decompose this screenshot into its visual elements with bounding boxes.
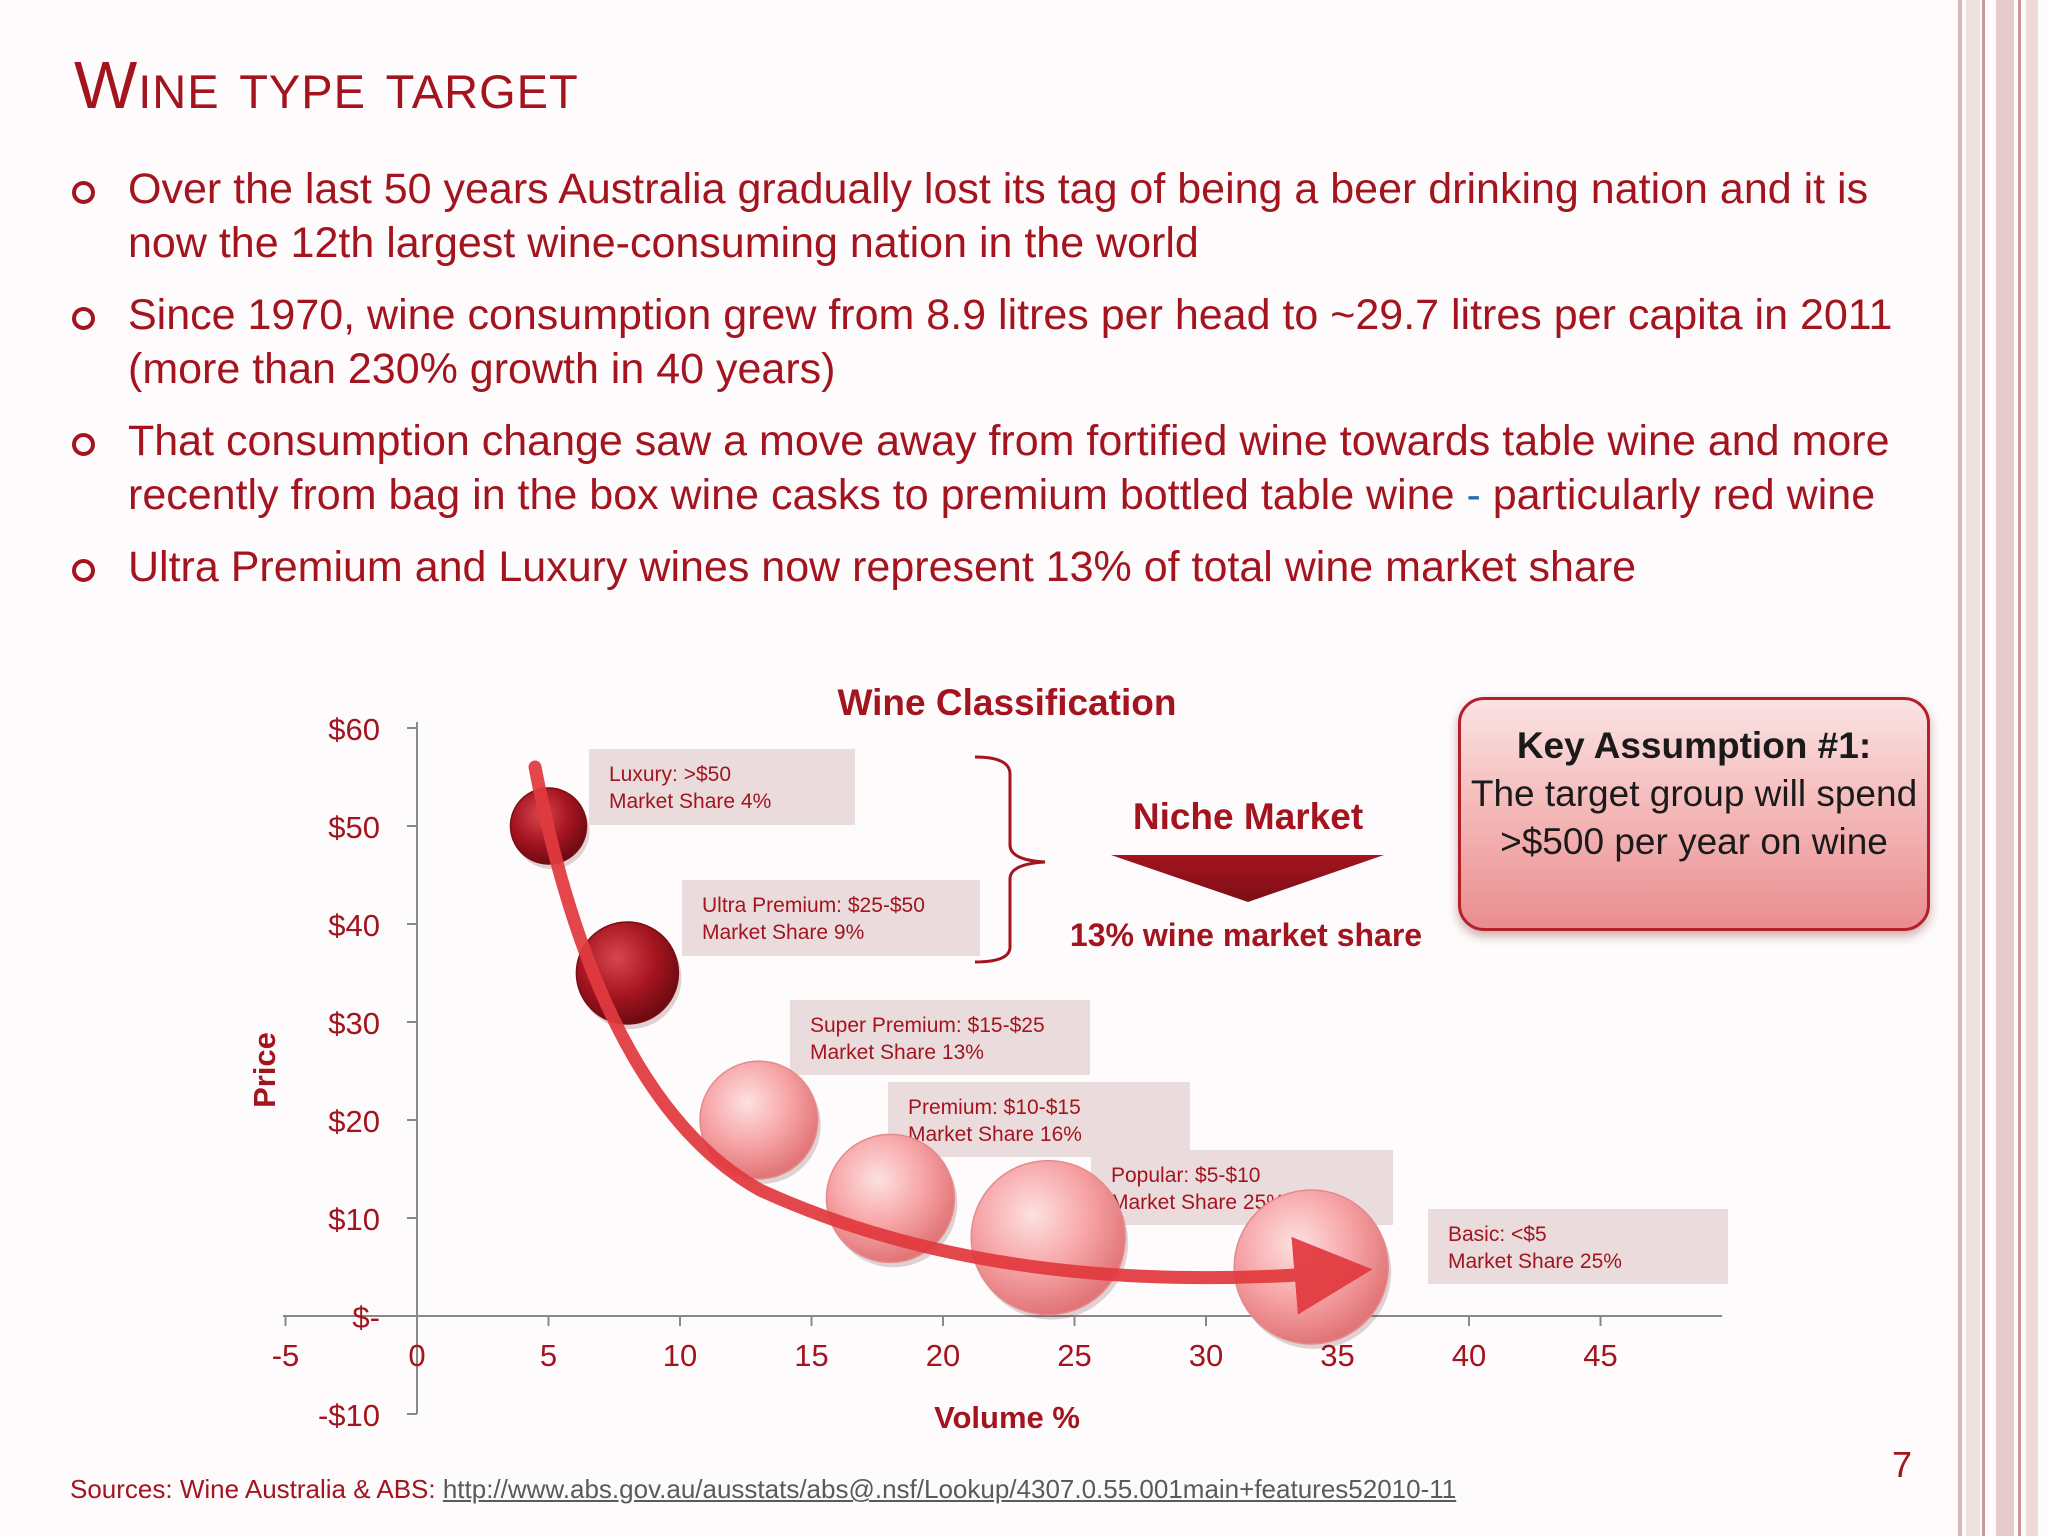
data-bubble <box>970 1159 1126 1316</box>
label-box <box>682 880 980 956</box>
bullet-item: Over the last 50 years Australia gradual… <box>60 162 1940 270</box>
point-label-share: Market Share 25% <box>1111 1191 1285 1214</box>
y-tick-label: $60 <box>328 712 380 747</box>
bullet-text: particularly red wine <box>1480 471 1876 519</box>
y-tick-label: -$10 <box>318 1398 380 1433</box>
y-tick-label: $10 <box>328 1202 380 1237</box>
callout-heading: Key Assumption #1: <box>1516 725 1872 766</box>
point-label-share: Market Share 13% <box>810 1041 984 1064</box>
decor-stripe <box>1958 0 1962 1536</box>
source-link[interactable]: http://www.abs.gov.au/ausstats/abs@.nsf/… <box>442 1474 1457 1504</box>
point-label-title: Popular: $5-$10 <box>1111 1164 1260 1187</box>
y-tick-label: $50 <box>328 810 380 845</box>
y-tick-label: $30 <box>328 1006 380 1041</box>
label-box <box>589 749 855 825</box>
x-tick-label: 40 <box>1452 1338 1486 1373</box>
decor-stripe <box>2018 0 2021 1536</box>
bullet-list: Over the last 50 years Australia gradual… <box>60 162 1940 612</box>
bullet-icon <box>72 181 95 204</box>
y-axis-label: Price <box>247 1032 282 1108</box>
x-tick-label: 15 <box>794 1338 828 1373</box>
point-label-share: Market Share 16% <box>908 1123 1082 1146</box>
point-label-share: Market Share 25% <box>1448 1250 1622 1273</box>
x-tick-label: 30 <box>1189 1338 1223 1373</box>
source-note: Sources: Wine Australia & ABS: http://ww… <box>70 1474 1456 1505</box>
point-label-title: Basic: <$5 <box>1448 1223 1547 1246</box>
bullet-text: That consumption change saw a move away … <box>128 417 1890 519</box>
bullet-text: Over the last 50 years Australia gradual… <box>128 165 1869 267</box>
y-tick-group: -$10 $- $10 $20 $30 $40 $50 $60 <box>318 712 417 1433</box>
decor-stripe <box>1982 0 1985 1536</box>
x-axis-label: Volume % <box>934 1400 1080 1435</box>
data-bubble <box>1233 1189 1389 1345</box>
label-box <box>888 1082 1190 1157</box>
niche-arrow-icon <box>1111 855 1384 902</box>
point-label-title: Ultra Premium: $25-$50 <box>702 894 925 917</box>
bullet-text: Since 1970, wine consumption grew from 8… <box>128 291 1893 393</box>
bullet-icon <box>72 307 95 330</box>
y-tick-label: $- <box>352 1300 380 1335</box>
bullet-item: Since 1970, wine consumption grew from 8… <box>60 288 1940 396</box>
point-label-title: Premium: $10-$15 <box>908 1096 1081 1119</box>
point-label-share: Market Share 9% <box>702 921 864 944</box>
niche-brace <box>974 755 1046 964</box>
callout-body: The target group will spend >$500 per ye… <box>1470 773 1918 862</box>
x-tick-label: -5 <box>272 1338 300 1373</box>
decor-stripe <box>1966 0 1980 1536</box>
niche-market-label: Niche Market <box>1133 796 1363 837</box>
bullet-text: Ultra Premium and Luxury wines now repre… <box>128 543 1637 591</box>
bullet-item: That consumption change saw a move away … <box>60 414 1940 522</box>
bullet-dash: - <box>1466 471 1481 519</box>
bullet-icon <box>72 559 95 582</box>
point-label-share: Market Share 4% <box>609 790 771 813</box>
page-number: 7 <box>1892 1444 1913 1485</box>
y-tick-label: $20 <box>328 1104 380 1139</box>
bullet-item: Ultra Premium and Luxury wines now repre… <box>60 540 1940 594</box>
label-box <box>790 1000 1090 1075</box>
decor-stripe <box>1996 0 2014 1536</box>
x-tick-label: 35 <box>1320 1338 1354 1373</box>
decor-stripe <box>2026 0 2038 1536</box>
bullet-icon <box>72 433 95 456</box>
label-box <box>1428 1209 1728 1284</box>
trend-arrow <box>528 760 1373 1315</box>
y-tick-label: $40 <box>328 908 380 943</box>
niche-share-label: 13% wine market share <box>1070 917 1422 953</box>
slide-title: Wine type target <box>74 48 579 123</box>
x-tick-label: 25 <box>1057 1338 1091 1373</box>
x-tick-label: 45 <box>1583 1338 1617 1373</box>
point-label-title: Luxury: >$50 <box>609 763 731 786</box>
key-assumption-callout: Key Assumption #1: The target group will… <box>1458 697 1930 931</box>
x-tick-label: 0 <box>408 1338 425 1373</box>
x-tick-label: 20 <box>926 1338 960 1373</box>
x-tick-label: 5 <box>540 1338 557 1373</box>
x-tick-label: 10 <box>663 1338 697 1373</box>
x-tick-group: -5 0 5 10 15 20 25 30 35 40 45 <box>272 1316 1618 1373</box>
chart-title: Wine Classification <box>838 682 1177 723</box>
label-box-group: Luxury: >$50 Market Share 4% Ultra Premium… <box>589 749 1728 1284</box>
point-label-title: Super Premium: $15-$25 <box>810 1014 1045 1037</box>
data-bubble <box>699 1060 819 1180</box>
source-prefix: Sources: Wine Australia & ABS: <box>70 1474 443 1504</box>
